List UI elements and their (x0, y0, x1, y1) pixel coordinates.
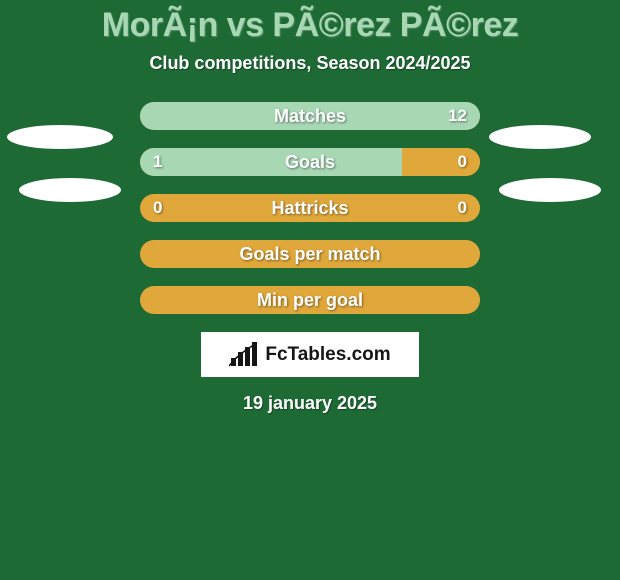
date-label: 19 january 2025 (0, 393, 620, 414)
player-placeholder-ellipse (489, 125, 591, 149)
season-subtitle: Club competitions, Season 2024/2025 (0, 53, 620, 74)
fctables-bars-icon (229, 342, 261, 368)
stat-label: Goals per match (140, 240, 480, 268)
stat-label: Hattricks (140, 194, 480, 222)
page-title: MorÃ¡n vs PÃ©rez PÃ©rez (0, 0, 620, 45)
stat-row: Goals per match (140, 240, 480, 268)
stat-row: Min per goal (140, 286, 480, 314)
stat-value-left: 0 (153, 194, 162, 222)
player-placeholder-ellipse (7, 125, 113, 149)
player-placeholder-ellipse (499, 178, 601, 202)
player-placeholder-ellipse (19, 178, 121, 202)
stat-fill-right (402, 148, 480, 176)
stat-rows: Matches12 Goals10 Hattricks0 0 Goals per mat… (140, 102, 480, 314)
stat-row: Hattricks0 0 (140, 194, 480, 222)
stat-fill-right (140, 102, 480, 130)
stat-label: Min per goal (140, 286, 480, 314)
comparison-infographic: MorÃ¡n vs PÃ©rez PÃ©rez Club competition… (0, 0, 620, 580)
stat-value-right: 0 (458, 194, 467, 222)
stat-row: Matches12 (140, 102, 480, 130)
brand-badge: FcTables.com (201, 332, 419, 377)
brand-text: FcTables.com (265, 344, 390, 366)
stat-fill-left (140, 148, 402, 176)
stat-row: Goals10 (140, 148, 480, 176)
